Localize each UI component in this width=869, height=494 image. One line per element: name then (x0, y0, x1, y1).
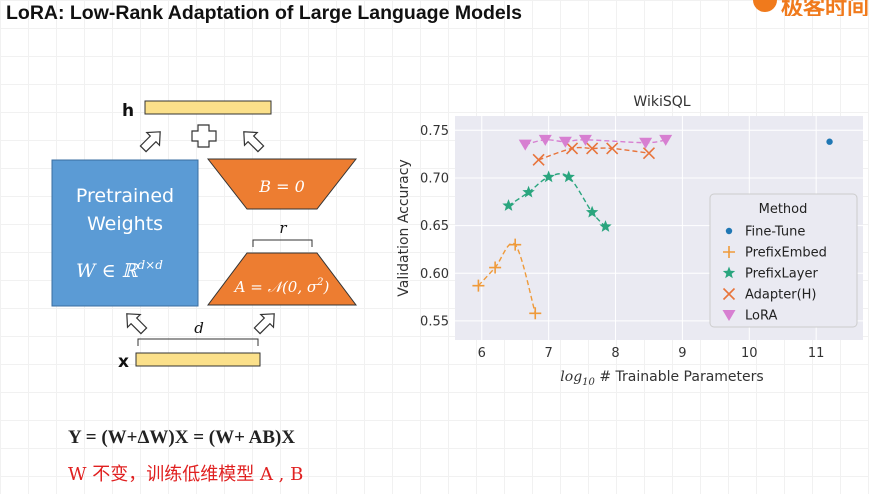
legend-marker-lora (722, 310, 736, 321)
series-prefixembed (472, 238, 542, 320)
lora-formula: Y = (W+ΔW)X = (W+ AB)X (68, 427, 296, 448)
data-point-prefixlayer (542, 170, 555, 183)
data-point-lora (518, 139, 532, 151)
chart-title: WikiSQL (633, 94, 690, 110)
right-up-arrow-icon (243, 131, 265, 153)
series-adapter-h (532, 142, 656, 166)
a-formula: A = 𝒩(0, σ2) (233, 277, 330, 296)
d-label: d (194, 319, 204, 337)
matrix-b-trapezoid (206, 158, 358, 210)
data-point-prefixlayer (599, 220, 612, 232)
data-point-lora (639, 137, 653, 149)
legend-marker-fine-tune (725, 227, 733, 235)
data-point-prefixembed (509, 238, 522, 251)
y-tick-label: 0.55 (420, 314, 449, 329)
y-tick-label: 0.65 (420, 219, 449, 234)
data-point-adapter-h (532, 153, 545, 166)
d-bracket (137, 338, 259, 346)
pretrained-weights-box (51, 159, 199, 307)
data-point-prefixembed (472, 279, 485, 292)
data-point-adapter-h (606, 142, 619, 155)
matrix-a-trapezoid (207, 252, 357, 306)
data-point-prefixembed (529, 307, 542, 320)
right-input-arrow-icon (253, 313, 275, 335)
plus-icon (191, 124, 217, 148)
data-point-prefixembed (489, 261, 502, 274)
input-x-bar (135, 352, 261, 367)
legend-title: Method (759, 202, 808, 217)
brand-logo-text: 极客时间 (781, 0, 869, 16)
lora-diagram: h Pretrained Weights W ∈ ℝd×d B = 0 r A … (51, 100, 358, 372)
series-lora (518, 134, 673, 151)
series-prefixlayer (502, 170, 612, 232)
x-label: x (118, 352, 129, 372)
legend: Method Fine-Tune PrefixEmbed PrefixLayer Ad… (709, 193, 858, 328)
r-label: r (279, 219, 287, 237)
pretrained-label-line2: Weights (87, 213, 163, 235)
data-point-lora (578, 134, 592, 146)
pretrained-label-line1: Pretrained (76, 185, 174, 207)
brand-logo: 极客时间 (749, 0, 869, 16)
x-tick-label: 7 (544, 346, 552, 361)
data-series (472, 134, 833, 320)
legend-label-prefixlayer: PrefixLayer (745, 267, 818, 282)
y-tick-label: 0.75 (420, 124, 449, 139)
wikisql-chart: WikiSQL 6 7 8 9 10 11 0.55 0.60 0.65 0.70 0.75 Val… (396, 94, 863, 388)
legend-label-fine-tune: Fine-Tune (745, 225, 805, 240)
b-formula: B = 0 (258, 177, 305, 196)
legend-box (709, 193, 858, 328)
data-point-adapter-h (565, 142, 579, 155)
data-point-prefixlayer (585, 205, 599, 218)
data-point-prefixlayer (562, 170, 575, 183)
x-tick-label: 6 (478, 346, 486, 361)
output-h-bar (144, 100, 272, 115)
x-tick-label: 8 (611, 346, 619, 361)
left-input-arrow-icon (126, 313, 148, 335)
page-title: LoRA: Low-Rank Adaptation of Large Langu… (6, 2, 523, 24)
data-point-prefixlayer (522, 185, 535, 198)
r-bracket (252, 239, 313, 247)
legend-items: Fine-Tune PrefixEmbed PrefixLayer Adapter(H… (722, 225, 827, 324)
legend-label-prefixembed: PrefixEmbed (745, 246, 827, 261)
data-point-adapter-h (586, 142, 599, 155)
data-point-lora (558, 136, 572, 148)
brand-logo-icon (753, 0, 777, 12)
series-line-prefixembed (477, 242, 536, 314)
w-formula: W ∈ ℝd×d (76, 258, 163, 282)
x-axis-label: log10 # Trainable Parameters (560, 369, 763, 388)
legend-label-lora: LoRA (745, 309, 777, 324)
data-point-fine-tune (826, 138, 833, 145)
data-point-adapter-h (642, 147, 656, 160)
legend-marker-prefixembed (723, 246, 735, 258)
x-tick-label: 10 (741, 346, 758, 361)
legend-marker-prefixlayer (722, 266, 736, 279)
y-axis-label: Validation Accuracy (396, 159, 412, 297)
data-point-lora (538, 134, 552, 146)
data-point-prefixlayer (502, 199, 515, 211)
legend-marker-adapter-h (722, 287, 736, 301)
legend-label-adapter-h: Adapter(H) (745, 288, 817, 303)
x-tick-label: 9 (678, 346, 686, 361)
series-fine-tune (826, 138, 833, 145)
h-label: h (122, 101, 134, 121)
y-tick-label: 0.70 (420, 171, 449, 186)
series-line-adapter-h (538, 146, 650, 161)
x-tick-label: 11 (808, 346, 825, 361)
data-point-lora (659, 134, 673, 146)
axis-ticks: 6 7 8 9 10 11 0.55 0.60 0.65 0.70 0.75 (420, 124, 824, 361)
y-tick-label: 0.60 (420, 267, 449, 282)
left-up-arrow-icon (139, 131, 161, 153)
lora-explanation: W 不变，训练低维模型 A , B (68, 464, 304, 485)
